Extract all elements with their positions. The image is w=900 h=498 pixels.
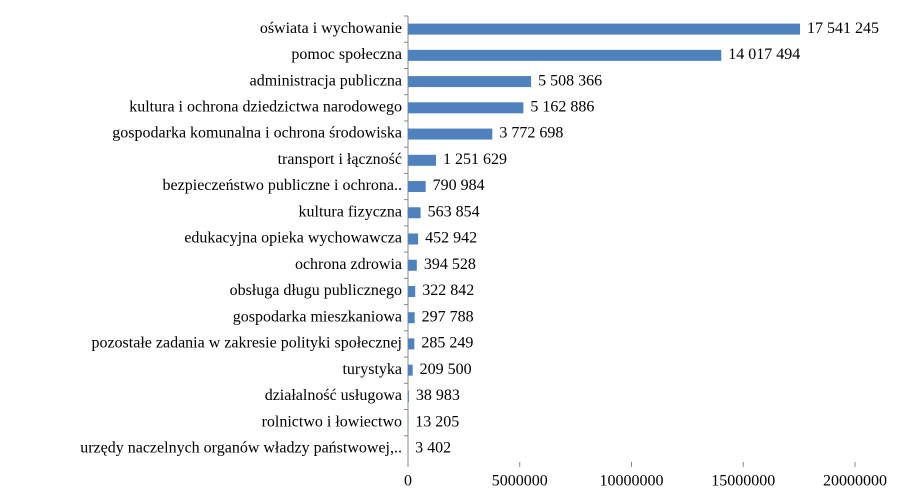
y-tick-label: turystyka <box>342 361 402 378</box>
value-label: 38 983 <box>416 387 460 404</box>
y-tick-label: bezpieczeństwo publiczne i ochrona.. <box>163 177 402 194</box>
bar <box>408 129 492 140</box>
y-tick-label: pozostałe zadania w zakresie polityki sp… <box>91 335 402 352</box>
x-tick-label: 10000000 <box>600 473 664 490</box>
value-label: 5 508 366 <box>538 72 602 89</box>
y-tick-label: kultura fizyczna <box>299 203 403 220</box>
y-tick-label: oświata i wychowanie <box>260 20 402 37</box>
y-tick-label: administracja publiczna <box>250 72 402 89</box>
x-tick-label: 5000000 <box>492 473 548 490</box>
y-tick-label: działalność usługowa <box>265 387 402 404</box>
value-label: 322 842 <box>422 282 474 299</box>
value-label: 17 541 245 <box>807 20 879 37</box>
value-label: 790 984 <box>433 177 485 194</box>
value-label: 297 788 <box>422 308 474 325</box>
value-label: 452 942 <box>425 230 477 247</box>
bar <box>408 365 413 376</box>
y-tick-label: ochrona zdrowia <box>295 256 402 273</box>
y-tick-label: pomoc społeczna <box>291 46 402 63</box>
bar <box>408 338 414 349</box>
bar <box>408 260 417 271</box>
y-tick-label: transport i łączność <box>278 151 402 168</box>
value-label: 1 251 629 <box>443 151 507 168</box>
value-label: 3 402 <box>415 440 451 457</box>
value-label: 13 205 <box>415 413 459 430</box>
x-tick-label: 20000000 <box>823 473 887 490</box>
bar <box>408 50 721 61</box>
bar <box>408 286 415 297</box>
bar <box>408 155 436 166</box>
value-label: 563 854 <box>428 203 480 220</box>
value-label: 285 249 <box>421 335 473 352</box>
bar <box>408 234 418 245</box>
value-label: 3 772 698 <box>499 125 563 142</box>
bar <box>408 102 523 113</box>
y-tick-label: obsługa długu publicznego <box>230 282 402 299</box>
bar <box>408 391 409 402</box>
y-tick-label: gospodarka komunalna i ochrona środowisk… <box>112 125 402 142</box>
x-tick-label: 15000000 <box>711 473 775 490</box>
y-tick-label: urzędy naczelnych organów władzy państwo… <box>80 440 402 457</box>
bar <box>408 181 426 192</box>
value-label: 209 500 <box>420 361 472 378</box>
x-tick-label: 0 <box>404 473 412 490</box>
y-tick-label: kultura i ochrona dziedzictwa narodowego <box>129 98 402 115</box>
bar <box>408 312 415 323</box>
bar <box>408 76 531 87</box>
y-tick-label: gospodarka mieszkaniowa <box>233 308 402 325</box>
bar <box>408 207 421 218</box>
value-label: 14 017 494 <box>728 46 800 63</box>
y-tick-label: edukacyjna opieka wychowawcza <box>184 230 402 247</box>
bar <box>408 24 800 35</box>
y-tick-label: rolnictwo i łowiectwo <box>262 413 402 430</box>
value-label: 394 528 <box>424 256 476 273</box>
value-label: 5 162 886 <box>530 98 594 115</box>
